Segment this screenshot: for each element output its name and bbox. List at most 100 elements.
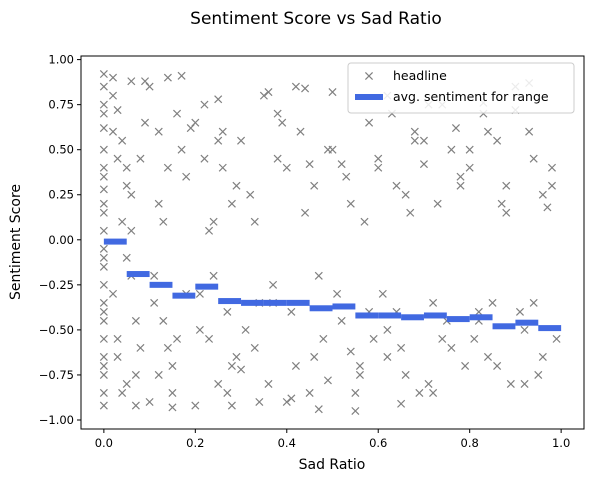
scatter-point xyxy=(305,160,314,169)
avg-sentiment-bar xyxy=(103,238,127,245)
scatter-point xyxy=(547,181,557,190)
avg-sentiment-bar xyxy=(515,319,539,326)
scatter-point xyxy=(314,271,323,280)
avg-sentiment-bar xyxy=(469,314,493,321)
scatter-point xyxy=(493,361,502,370)
scatter-point xyxy=(447,343,456,352)
y-tick-label: −1.00 xyxy=(39,413,74,427)
scatter-point xyxy=(150,271,159,280)
scatter-point xyxy=(328,145,337,154)
scatter-point xyxy=(99,262,108,271)
scatter-point xyxy=(99,145,108,154)
scatter-point xyxy=(461,361,470,370)
scatter-point xyxy=(520,379,529,388)
avg-sentiment-bar xyxy=(446,316,470,323)
scatter-point xyxy=(113,154,122,163)
avg-sentiment-bar xyxy=(172,292,196,299)
scatter-point xyxy=(227,199,236,208)
scatter-point xyxy=(502,208,511,217)
scatter-point xyxy=(323,376,332,385)
avg-sentiment-bar xyxy=(218,298,242,305)
scatter-point xyxy=(99,124,108,133)
scatter-point xyxy=(355,361,364,370)
scatter-point xyxy=(264,88,273,97)
scatter-point xyxy=(99,185,108,194)
avg-sentiment-bar xyxy=(423,312,447,319)
y-tick-label: −0.50 xyxy=(39,323,74,337)
scatter-point xyxy=(273,109,282,118)
scatter-point xyxy=(547,163,557,172)
scatter-point xyxy=(310,352,319,361)
scatter-point xyxy=(182,172,191,181)
scatter-point xyxy=(99,361,108,370)
legend-marker-avg-sentiment xyxy=(355,94,383,100)
scatter-point xyxy=(99,199,108,208)
scatter-point xyxy=(506,379,515,388)
x-tick-label: 0.0 xyxy=(95,436,113,450)
avg-sentiment-bar xyxy=(401,314,424,321)
legend-marker-headline xyxy=(364,71,374,81)
scatter-point xyxy=(214,95,223,104)
scatter-point xyxy=(200,100,209,109)
scatter-point xyxy=(291,361,300,370)
scatter-point xyxy=(287,307,296,316)
scatter-point xyxy=(99,334,108,343)
scatter-point xyxy=(168,388,177,397)
avg-sentiment-bar xyxy=(126,271,150,278)
scatter-point xyxy=(154,127,163,136)
scatter-point xyxy=(205,334,214,343)
scatter-point xyxy=(209,271,218,280)
scatter-point xyxy=(163,343,172,352)
scatter-point xyxy=(273,154,282,163)
y-tick-label: 0.75 xyxy=(48,98,74,112)
scatter-point xyxy=(483,127,492,136)
scatter-point xyxy=(163,163,172,172)
scatter-point xyxy=(195,325,204,334)
scatter-point xyxy=(168,403,177,412)
scatter-point xyxy=(415,388,424,397)
avg-sentiment-bar xyxy=(355,312,379,319)
scatter-point xyxy=(406,208,415,217)
legend-label-headline: headline xyxy=(393,68,447,83)
scatter-point xyxy=(122,181,131,190)
scatter-point xyxy=(296,127,305,136)
scatter-point xyxy=(259,91,268,100)
chart-legend: headline avg. sentiment for range xyxy=(347,62,575,114)
scatter-point xyxy=(497,199,506,208)
scatter-point xyxy=(131,401,140,410)
scatter-point xyxy=(410,136,419,145)
avg-sentiment-bar xyxy=(309,305,333,312)
scatter-point xyxy=(451,124,460,133)
scatter-point xyxy=(177,145,186,154)
scatter-point xyxy=(401,190,410,199)
scatter-point xyxy=(255,397,264,406)
scatter-point xyxy=(136,154,145,163)
scatter-point xyxy=(282,163,291,172)
scatter-point xyxy=(397,399,406,408)
scatter-point xyxy=(99,401,108,410)
scatter-point xyxy=(310,181,319,190)
scatter-point xyxy=(543,203,552,212)
scatter-point xyxy=(351,406,360,416)
scatter-point xyxy=(328,88,337,97)
avg-sentiment-bar xyxy=(538,325,562,332)
scatter-point xyxy=(140,77,150,86)
scatter-point xyxy=(269,280,278,289)
scatter-point xyxy=(173,334,182,343)
scatter-point xyxy=(410,127,419,136)
scatter-point xyxy=(99,208,108,217)
avg-sentiment-bar xyxy=(195,283,219,290)
scatter-point xyxy=(241,325,250,334)
scatter-point xyxy=(419,160,428,169)
scatter-point xyxy=(122,163,131,172)
scatter-point xyxy=(470,334,479,343)
scatter-point xyxy=(291,82,300,91)
scatter-point xyxy=(502,181,511,190)
scatter-point xyxy=(99,109,108,118)
scatter-point xyxy=(250,343,259,352)
scatter-point xyxy=(168,361,177,370)
y-tick-label: 0.00 xyxy=(48,233,74,247)
scatter-point xyxy=(99,253,108,262)
scatter-point xyxy=(538,190,547,199)
